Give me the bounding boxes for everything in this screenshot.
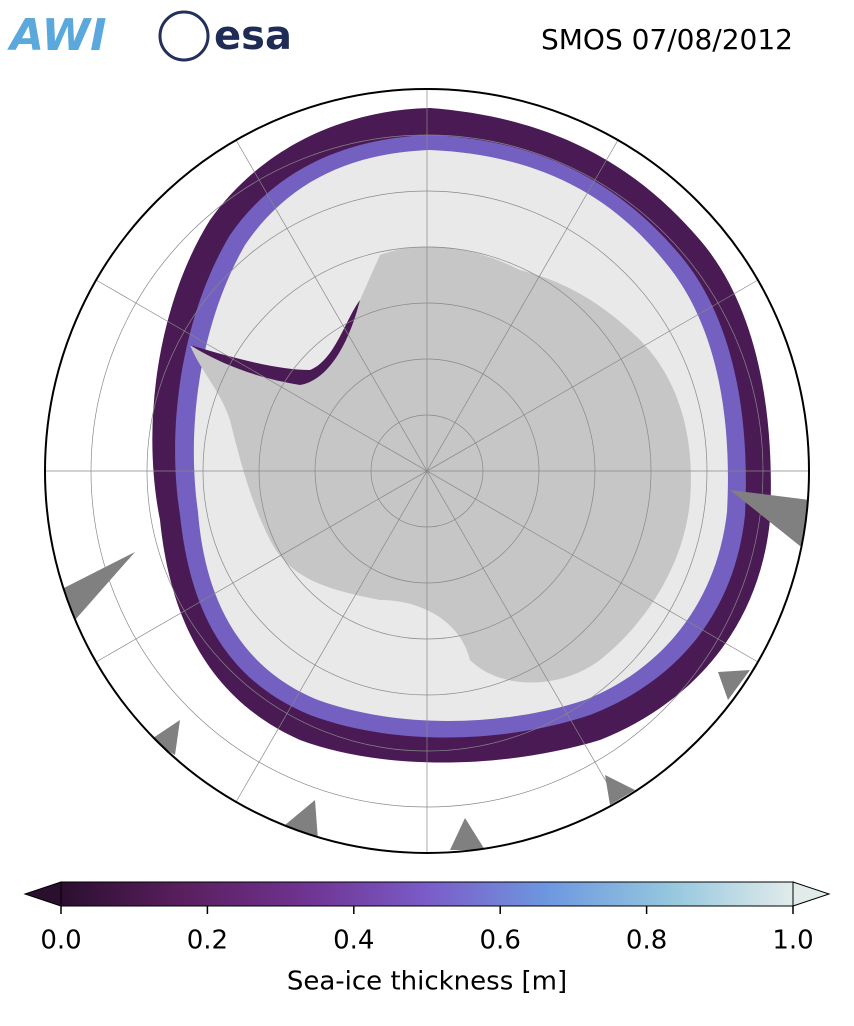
colorbar-tick-label: 0.0 xyxy=(40,926,81,956)
colorbar-tick-label: 0.6 xyxy=(480,926,521,956)
colorbar xyxy=(60,881,794,907)
colorbar-label: Sea-ice thickness [m] xyxy=(287,967,567,997)
colorbar-extend-high xyxy=(792,881,831,907)
colorbar-tick-label: 0.4 xyxy=(333,926,374,956)
map-title: SMOS 07/08/2012 xyxy=(541,23,793,56)
awi-logo: AWI xyxy=(7,10,107,61)
map-border xyxy=(44,88,810,854)
antarctica xyxy=(190,246,691,683)
graticule xyxy=(45,89,809,853)
ice-shelf-edge xyxy=(190,300,360,385)
colorbar-tick-label: 0.2 xyxy=(187,926,228,956)
map xyxy=(45,89,809,853)
colorbar-tick-label: 0.8 xyxy=(626,926,667,956)
colorbar-extend-low xyxy=(23,881,62,907)
esa-logo-mark xyxy=(158,10,210,62)
colorbar-tick-label: 1.0 xyxy=(772,926,813,956)
esa-logo: esa xyxy=(214,13,292,59)
